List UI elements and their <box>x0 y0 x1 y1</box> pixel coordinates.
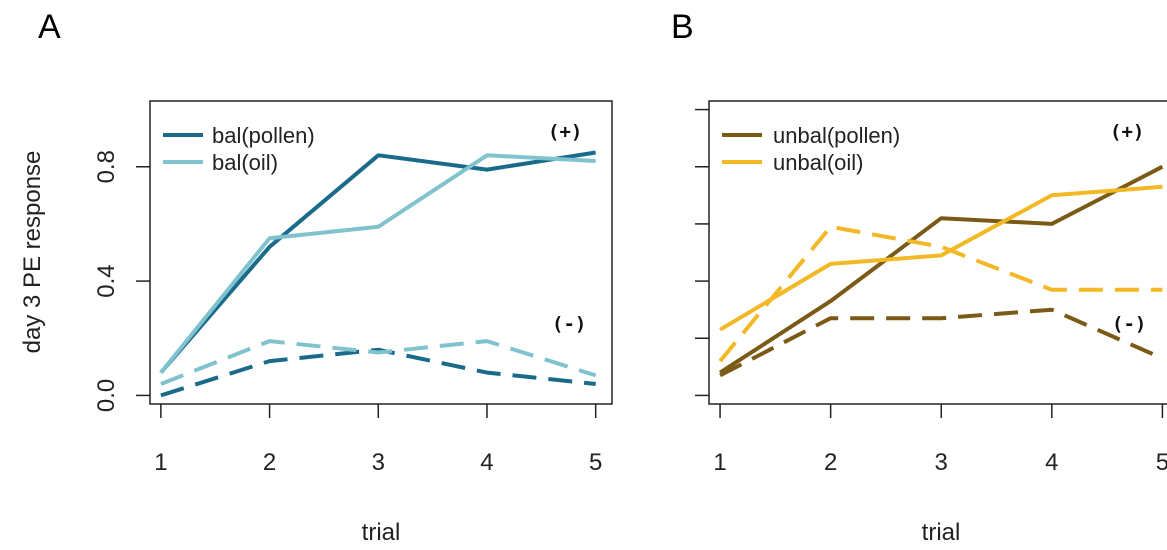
y-tick-label: 0.8 <box>93 150 120 183</box>
x-tick-label: 4 <box>1045 449 1058 476</box>
panel-a-legend: bal(pollen) bal(oil) <box>163 123 315 175</box>
legend-label-bal-oil: bal(oil) <box>212 150 278 175</box>
series-line-dashed-2 <box>160 347 596 398</box>
x-tick-label: 1 <box>713 449 726 476</box>
panel-b-letter: B <box>671 8 694 46</box>
x-tick-label: 2 <box>824 449 837 476</box>
panel-b-x-axis: 1 2 3 4 5 <box>713 404 1167 476</box>
legend-label-bal-pollen: bal(pollen) <box>212 123 315 148</box>
panel-a-y-axis: 0.0 0.4 0.8 <box>93 150 150 412</box>
series-line-dashed-2 <box>719 307 1164 378</box>
panel-a-xlabel: trial <box>362 519 401 546</box>
panel-b-legend: unbal(pollen) unbal(oil) <box>722 123 900 175</box>
panel-b-plot-frame <box>708 100 1167 405</box>
y-tick-label: 0.4 <box>93 264 120 297</box>
series-line-bal-oil <box>159 153 596 374</box>
panel-a-ylabel: day 3 PE response <box>19 151 46 354</box>
x-tick-label: 4 <box>480 449 493 476</box>
series-line-dashed-3 <box>160 339 597 386</box>
panel-a-neg-label: (-) <box>552 313 586 335</box>
panel-a-plot-frame <box>149 100 613 405</box>
series-line-bal-pollen <box>159 150 597 374</box>
panel-b-xlabel: trial <box>922 519 961 546</box>
panel-a-letter: A <box>38 8 61 46</box>
legend-label-unbal-oil: unbal(oil) <box>773 150 864 175</box>
x-tick-label: 5 <box>589 449 602 476</box>
y-tick-label: 0.0 <box>93 379 120 412</box>
x-tick-label: 2 <box>263 449 276 476</box>
panel-b: B trial 1 2 3 4 5 unbal(pollen) unbal(oil) (… <box>671 8 1167 546</box>
panel-b-pos-label: (+) <box>1110 121 1144 143</box>
panel-a-series <box>159 150 597 398</box>
x-tick-label: 5 <box>1156 449 1167 476</box>
x-tick-label: 3 <box>372 449 385 476</box>
panel-b-neg-label: (-) <box>1112 313 1146 335</box>
x-tick-label: 3 <box>935 449 948 476</box>
series-line-unbal-oil <box>719 184 1163 332</box>
x-tick-label: 1 <box>154 449 167 476</box>
series-line-unbal-pollen <box>719 164 1164 375</box>
series-line-dashed-3 <box>718 224 1163 363</box>
legend-label-unbal-pollen: unbal(pollen) <box>773 123 900 148</box>
panel-b-series <box>718 164 1164 378</box>
panel-a-x-axis: 1 2 3 4 5 <box>154 404 602 476</box>
panel-a-pos-label: (+) <box>548 121 582 143</box>
panel-b-y-axis <box>695 108 709 397</box>
